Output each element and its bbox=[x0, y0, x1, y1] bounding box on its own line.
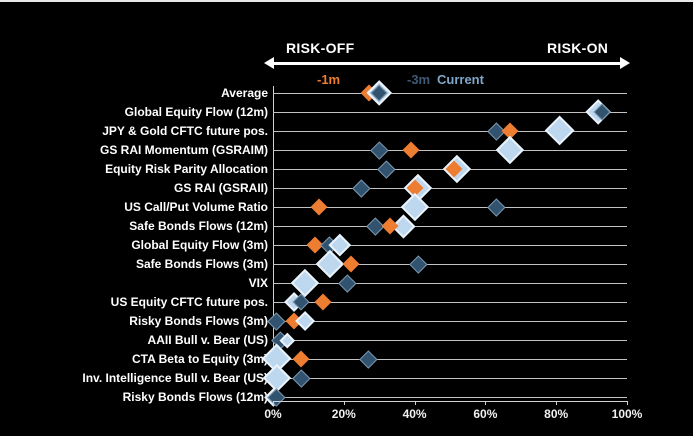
x-axis-tick-label: 20% bbox=[331, 407, 356, 421]
marker-minus1m bbox=[310, 198, 328, 216]
x-axis-tick bbox=[485, 401, 487, 405]
category-label: Risky Bonds Flows (12m) bbox=[122, 390, 268, 404]
marker-minus3m bbox=[352, 178, 371, 197]
category-label: JPY & Gold CFTC future pos. bbox=[102, 124, 268, 138]
risk-off-label: RISK-OFF bbox=[286, 40, 355, 56]
category-label: GS RAI (GSRAII) bbox=[173, 181, 268, 195]
category-gridline bbox=[273, 340, 627, 341]
marker-minus3m bbox=[267, 311, 286, 330]
category-label: Safe Bonds Flows (3m) bbox=[135, 257, 268, 271]
category-gridline bbox=[273, 112, 627, 113]
x-axis-tick bbox=[414, 401, 416, 405]
risk-on-label: RISK-ON bbox=[547, 40, 609, 56]
legend-current: Current bbox=[437, 72, 484, 87]
arrow-left-icon bbox=[264, 57, 274, 69]
category-label: Average bbox=[221, 86, 268, 100]
category-label: US Call/Put Volume Ratio bbox=[124, 200, 268, 214]
category-gridline bbox=[273, 378, 627, 379]
legend-minus-3m: -3m bbox=[407, 72, 431, 87]
x-axis-tick bbox=[627, 401, 628, 405]
x-axis-tick-label: 100% bbox=[611, 407, 643, 421]
category-gridline bbox=[273, 188, 627, 189]
category-label: VIX bbox=[248, 276, 268, 290]
marker-minus1m bbox=[342, 255, 360, 273]
marker-minus1m bbox=[314, 293, 332, 311]
category-label: GS RAI Momentum (GSRAIM) bbox=[100, 143, 268, 157]
x-axis-tick-label: 60% bbox=[473, 407, 498, 421]
category-gridline bbox=[273, 283, 627, 284]
category-label: Safe Bonds Flows (12m) bbox=[129, 219, 268, 233]
category-label: Equity Risk Parity Allocation bbox=[105, 162, 268, 176]
marker-minus3m bbox=[359, 349, 378, 368]
marker-minus3m bbox=[487, 197, 505, 216]
x-axis-line bbox=[273, 401, 628, 402]
category-gridline bbox=[273, 150, 627, 151]
category-gridline bbox=[273, 245, 627, 246]
arrow-right-icon bbox=[620, 57, 630, 69]
x-axis-tick bbox=[273, 401, 274, 405]
marker-minus3m bbox=[409, 254, 428, 273]
x-axis-tick bbox=[343, 401, 345, 405]
marker-current bbox=[294, 310, 315, 331]
category-label: Global Equity Flow (3m) bbox=[131, 238, 268, 252]
x-axis-tick-label: 0% bbox=[264, 407, 282, 421]
category-gridline bbox=[273, 321, 627, 322]
category-label: Inv. Intelligence Bull v. Bear (US) bbox=[82, 371, 268, 385]
marker-minus1m bbox=[292, 350, 310, 368]
marker-minus1m bbox=[381, 217, 399, 235]
marker-minus3m bbox=[370, 140, 389, 159]
category-gridline bbox=[273, 131, 627, 132]
marker-minus3m bbox=[292, 368, 311, 387]
category-gridline bbox=[273, 359, 627, 360]
category-gridline bbox=[273, 93, 627, 94]
category-label: AAII Bull v. Bear (US) bbox=[147, 333, 268, 347]
category-gridline bbox=[273, 207, 627, 208]
risk-axis-arrow-line bbox=[274, 62, 620, 65]
marker-minus1m bbox=[402, 141, 420, 159]
x-axis-tick-label: 80% bbox=[544, 407, 569, 421]
legend-minus-1m: -1m bbox=[317, 72, 341, 87]
marker-minus3m bbox=[338, 273, 357, 292]
marker-minus3m bbox=[377, 159, 396, 178]
marker-current bbox=[496, 135, 525, 164]
marker-current bbox=[544, 115, 575, 146]
x-axis-tick-label: 40% bbox=[402, 407, 427, 421]
category-label: US Equity CFTC future pos. bbox=[110, 295, 268, 309]
category-label: Risky Bonds Flows (3m) bbox=[129, 314, 268, 328]
y-axis-line bbox=[273, 86, 274, 402]
category-gridline bbox=[273, 302, 627, 303]
category-gridline bbox=[273, 264, 627, 265]
category-label: CTA Beta to Equity (3m) bbox=[131, 352, 268, 366]
category-label: Global Equity Flow (12m) bbox=[124, 105, 268, 119]
x-axis-tick bbox=[556, 401, 558, 405]
category-gridline bbox=[273, 397, 627, 398]
category-gridline bbox=[273, 226, 627, 227]
